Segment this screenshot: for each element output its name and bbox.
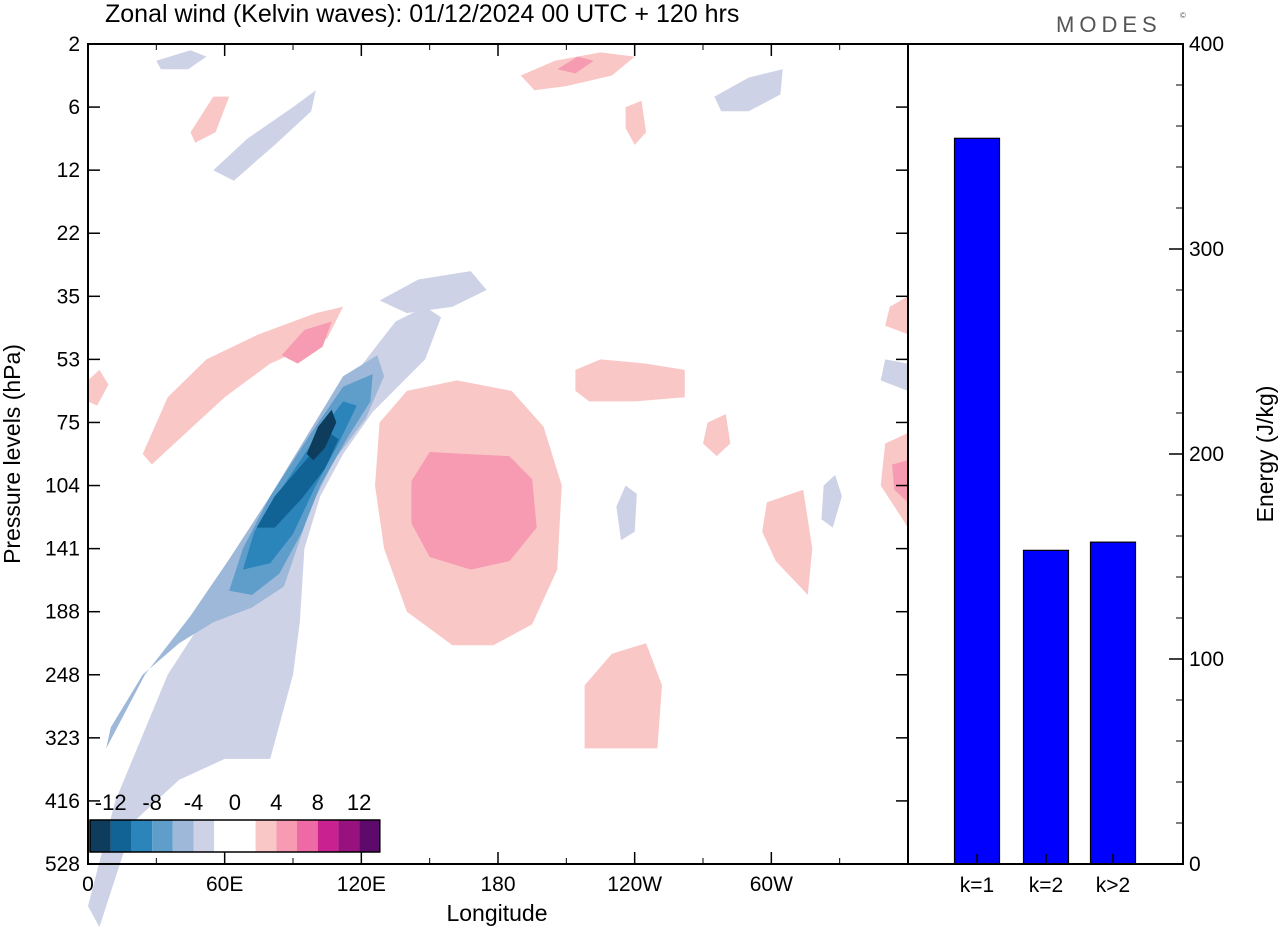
y-tick-label-2: 12 [57, 159, 80, 182]
colorbar-label-3: 0 [229, 790, 241, 815]
y-tick-label-10: 248 [45, 664, 80, 687]
contour-region-28 [703, 414, 731, 457]
x-tick-label-3: 180 [480, 873, 515, 896]
contour-region-5 [306, 409, 337, 461]
y-tick-label-6: 75 [57, 411, 80, 434]
colorbar-swatch-5 [193, 820, 215, 852]
energy-bar-0 [953, 137, 1001, 865]
bar-category-label-1: k=2 [1029, 874, 1063, 897]
contour-region-18 [584, 643, 662, 749]
colorbar-swatch-3 [152, 820, 173, 852]
bar-category-label-0: k=1 [960, 874, 994, 897]
contour-region-0 [88, 306, 442, 928]
contour-region-21 [762, 489, 813, 595]
y-tick-label-5: 53 [57, 348, 80, 371]
contour-region-25 [625, 100, 647, 145]
y-tick-label-11: 323 [45, 727, 80, 750]
energy-tick-label-2: 200 [1189, 443, 1224, 466]
colorbar-swatch-6 [214, 820, 235, 852]
y-tick-label-8: 141 [45, 538, 80, 561]
heatmap-axes: 0 60E 120E 180 120W 60W 2 6 12 22 35 53 75 104 141 188 2… [45, 33, 908, 896]
contour-region-12 [821, 475, 842, 528]
modes-logo-mark: © [1180, 11, 1186, 20]
colorbar-swatch-4 [172, 820, 194, 852]
y-tick-label-9: 188 [45, 601, 80, 624]
y-axis-title: Pressure levels (hPa) [0, 344, 25, 564]
colorbar-swatch-1 [110, 820, 132, 852]
contour-region-14 [411, 451, 537, 570]
colorbar-label-1: -8 [142, 790, 162, 815]
x-axis-title: Longitude [446, 900, 547, 926]
contour-region-17 [575, 359, 685, 402]
heatmap-regions [88, 50, 908, 928]
y-tick-label-0: 2 [68, 33, 80, 56]
colorbar-label-0: -12 [95, 790, 127, 815]
energy-tick-label-3: 300 [1189, 238, 1224, 261]
bar-frame [907, 43, 1184, 865]
energy-tick-label-4: 400 [1189, 33, 1224, 56]
contour-region-26 [885, 296, 908, 335]
x-tick-label-1: 60E [206, 873, 243, 896]
energy-bar-1 [1022, 549, 1070, 865]
x-tick-label-4: 120W [607, 873, 662, 896]
colorbar-swatch-8 [255, 820, 277, 852]
y-tick-label-4: 35 [57, 285, 80, 308]
x-tick-label-0: 0 [82, 873, 94, 896]
colorbar-label-2: -4 [184, 790, 204, 815]
contour-region-10 [880, 359, 908, 391]
contour-region-20 [892, 460, 908, 503]
contour-region-24 [190, 96, 230, 143]
y-tick-label-7: 104 [45, 475, 80, 498]
modes-logo: MODES [1056, 12, 1162, 37]
y-tick-label-13: 528 [45, 853, 80, 876]
colorbar-swatch-7 [234, 820, 256, 852]
contour-region-8 [156, 50, 207, 70]
energy-axis-title: Energy (J/kg) [1252, 386, 1278, 523]
colorbar-swatch-11 [317, 820, 339, 852]
colorbar-frame [89, 819, 381, 853]
y-tick-label-1: 6 [68, 96, 80, 119]
contour-region-11 [616, 485, 637, 541]
colorbar-swatch-0 [90, 820, 111, 852]
contour-region-16 [281, 321, 332, 364]
colorbar-swatch-12 [338, 820, 360, 852]
bar-category-label-2: k>2 [1096, 874, 1130, 897]
y-tick-label-12: 416 [45, 790, 80, 813]
contour-region-9 [714, 69, 783, 112]
colorbar: -12 -8 -4 0 4 8 12 [89, 790, 381, 853]
colorbar-label-5: 8 [312, 790, 324, 815]
energy-bar-2 [1089, 541, 1137, 865]
contour-region-6 [379, 271, 487, 314]
x-tick-label-2: 120E [337, 873, 386, 896]
colorbar-label-4: 4 [270, 790, 282, 815]
energy-tick-label-1: 100 [1189, 648, 1224, 671]
contour-region-23 [557, 56, 594, 74]
x-tick-label-5: 60W [750, 873, 793, 896]
chart-title: Zonal wind (Kelvin waves): 01/12/2024 00… [105, 0, 739, 28]
contour-region-7 [213, 90, 316, 181]
colorbar-swatch-13 [359, 820, 380, 852]
contour-region-27 [88, 369, 109, 406]
energy-tick-label-0: 0 [1189, 853, 1201, 876]
contour-region-4 [256, 433, 339, 528]
colorbar-label-6: 12 [347, 790, 371, 815]
colorbar-swatch-2 [131, 820, 153, 852]
colorbar-swatch-10 [297, 820, 318, 852]
y-tick-label-3: 22 [57, 222, 80, 245]
colorbar-swatch-9 [276, 820, 297, 852]
